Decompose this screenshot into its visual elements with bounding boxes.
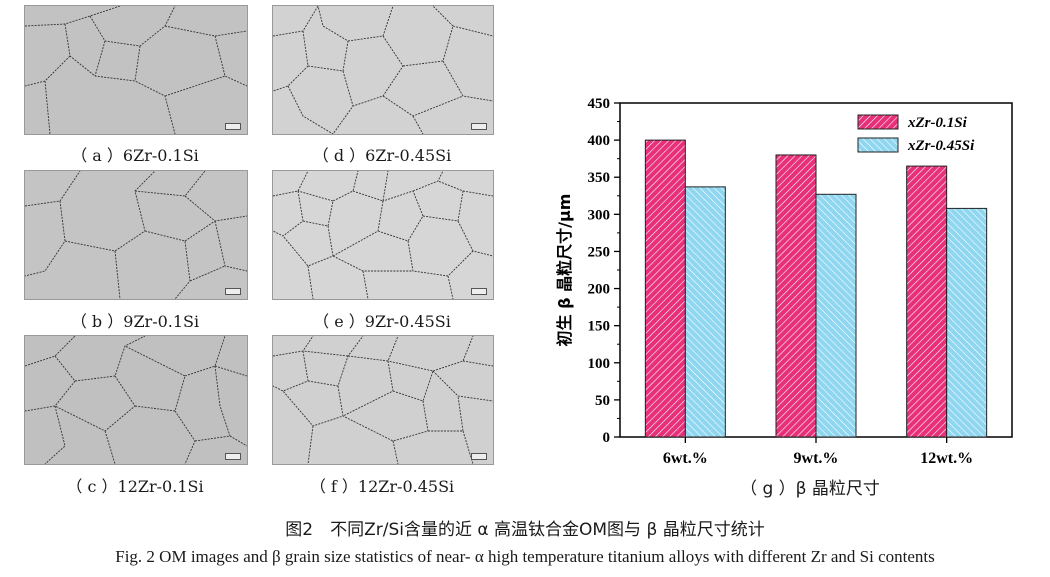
y-tick-label: 350	[588, 170, 611, 186]
caption-c: （ c ）12Zr-0.1Si	[66, 477, 204, 496]
x-tick-label: 9wt.%	[794, 450, 839, 467]
micrograph-image	[273, 336, 493, 464]
legend-label: xZr-0.1Si	[907, 115, 968, 131]
micrograph-image	[273, 6, 493, 134]
caption-e: （ e ）9Zr-0.45Si	[313, 312, 451, 331]
bar-xzr-0.45si	[946, 207, 988, 438]
micrograph-image	[25, 6, 247, 134]
x-tick-label: 12wt.%	[920, 450, 973, 467]
bar-xzr-0.1si	[644, 139, 686, 438]
y-tick-label: 0	[603, 430, 611, 446]
micrograph-panel-a	[24, 5, 248, 135]
micrograph-panel-f	[272, 335, 494, 465]
scale-bar	[225, 123, 241, 130]
grain-size-bar-chart: 0 50 100 150 200 250 300 350 400 450 初生 β 晶粒尺寸/μm 6…	[555, 96, 1013, 467]
scale-bar	[471, 123, 487, 130]
figure-title-cn: 图2 不同Zr/Si含量的近 α 高温钛合金OM图与 β 晶粒尺寸统计	[285, 520, 765, 540]
scale-bar	[471, 453, 487, 460]
caption-b: （ b ）9Zr-0.1Si	[70, 312, 200, 331]
bar-xzr-0.1si	[906, 165, 948, 438]
scale-bar	[471, 288, 487, 295]
y-tick-label: 300	[588, 207, 611, 223]
scale-bar	[225, 288, 241, 295]
caption-a: （ a ）6Zr-0.1Si	[71, 146, 199, 165]
y-tick-label: 450	[588, 96, 611, 112]
bar-xzr-0.1si	[775, 154, 817, 438]
legend-label: xZr-0.45Si	[907, 138, 975, 154]
caption-f: （ f ）12Zr-0.45Si	[309, 477, 455, 496]
micrograph-panel-e	[272, 170, 494, 300]
y-tick-label: 250	[588, 244, 611, 260]
caption-d: （ d ）6Zr-0.45Si	[312, 146, 452, 165]
scale-bar	[225, 453, 241, 460]
x-tick-label: 6wt.%	[663, 450, 708, 467]
bar-xzr-0.45si	[815, 193, 857, 438]
micrograph-image	[25, 171, 247, 299]
micrograph-image	[273, 171, 493, 299]
y-tick-label: 100	[588, 356, 611, 372]
legend-swatch	[857, 114, 899, 130]
y-tick-label: 150	[588, 319, 611, 335]
figure-title-en: Fig. 2 OM images and β grain size statis…	[115, 547, 935, 566]
y-tick-label: 400	[588, 133, 611, 149]
bar-xzr-0.45si	[684, 186, 726, 438]
y-axis-label: 初生 β 晶粒尺寸/μm	[555, 194, 574, 347]
micrograph-image	[25, 336, 247, 464]
y-tick-label: 50	[595, 393, 610, 409]
micrograph-panel-b	[24, 170, 248, 300]
chart-caption: （ g ）β 晶粒尺寸	[740, 479, 880, 499]
micrograph-panel-c	[24, 335, 248, 465]
y-tick-label: 200	[588, 282, 611, 298]
micrograph-panel-d	[272, 5, 494, 135]
legend-swatch	[857, 137, 899, 153]
